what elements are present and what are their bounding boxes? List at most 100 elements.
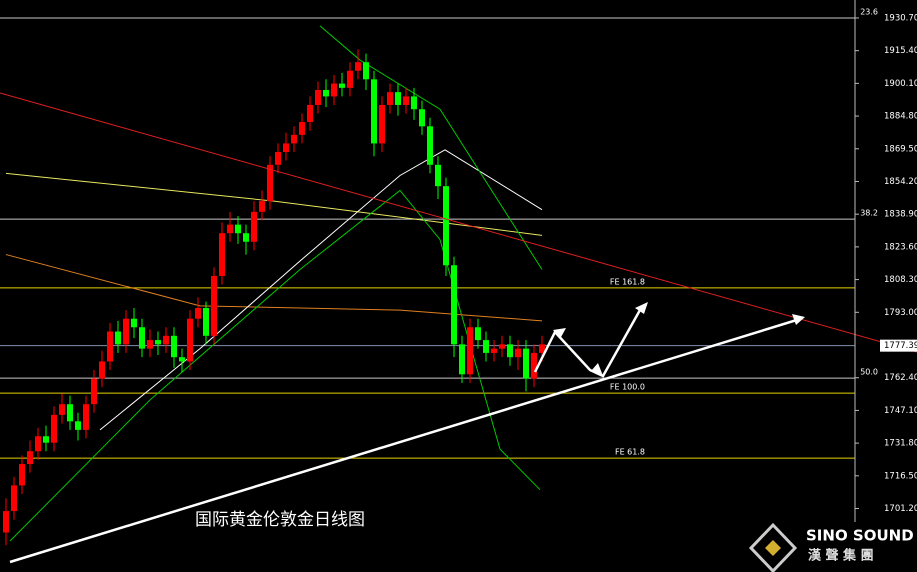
candle-body [51, 414, 57, 443]
y-tick-label: 1854.20 [884, 177, 917, 187]
candle-body [443, 186, 449, 266]
candle-body [451, 265, 457, 345]
y-tick-label: 1731.80 [884, 439, 917, 449]
level-label: FE 161.8 [610, 277, 645, 286]
candle-body [291, 134, 297, 144]
candle-body [99, 361, 105, 379]
arrow-head [635, 302, 648, 314]
level-label: 38.2 [860, 209, 878, 218]
indicator-line [9, 189, 541, 542]
support-trendline [9, 317, 801, 564]
candle-body [83, 404, 89, 430]
candle-body [459, 344, 465, 375]
y-tick-label: 1915.40 [884, 46, 917, 56]
candle-body [307, 104, 313, 123]
candle-body [139, 327, 145, 349]
candle-body [411, 96, 417, 110]
candle-body [387, 92, 393, 105]
candle-body [507, 344, 513, 358]
candle-body [299, 122, 305, 135]
candle-body [179, 357, 185, 362]
candle-body [267, 164, 273, 202]
chart-title: 国际黄金伦敦金日线图 [195, 510, 365, 530]
candle-body [19, 464, 25, 486]
level-label: 50.0 [860, 368, 878, 377]
y-tick-label: 1884.80 [884, 112, 917, 122]
candle-body [91, 378, 97, 405]
candle-body [195, 308, 201, 319]
brand: SINO SOUND [806, 527, 914, 545]
candle-body [323, 89, 329, 97]
y-tick-label: 1808.30 [884, 275, 917, 285]
candle-body [211, 275, 217, 336]
candle-body [363, 62, 369, 80]
candle-body [107, 331, 113, 362]
candle-body [131, 318, 137, 328]
candle-body [403, 96, 409, 105]
candle-body [395, 92, 401, 105]
candle-body [355, 62, 361, 71]
level-label: FE 61.8 [615, 448, 645, 457]
y-tick-label: 1762.40 [884, 373, 917, 383]
candle-body [27, 451, 33, 465]
y-tick-label: 1747.10 [884, 406, 917, 416]
candle-body [35, 436, 41, 452]
candle-body [283, 143, 289, 152]
candle-body [523, 348, 529, 379]
y-tick-label: 1900.10 [884, 79, 917, 89]
candle-body [115, 331, 121, 345]
y-tick-label: 1716.50 [884, 471, 917, 481]
candle-body [347, 70, 353, 88]
arrow-head [591, 363, 603, 376]
candle-body [11, 485, 17, 512]
candle-body [219, 233, 225, 276]
candle-body [331, 83, 337, 97]
candle-body [339, 83, 345, 88]
candle-body [467, 327, 473, 375]
candle-body [515, 348, 521, 358]
y-tick-label: 1930.70 [884, 13, 917, 23]
candle-body [371, 79, 377, 144]
candle-body [187, 318, 193, 362]
candle-body [155, 340, 161, 345]
candle-body [75, 421, 81, 430]
y-tick-label: 1793.00 [884, 308, 917, 318]
candle-body [315, 89, 321, 105]
candle-body [67, 404, 73, 422]
candle-body [275, 151, 281, 165]
candle-body [379, 104, 385, 144]
candle-body [123, 318, 129, 345]
y-tick-label: 1869.50 [884, 144, 917, 154]
candle-body [251, 211, 257, 242]
y-tick-label: 1701.20 [884, 504, 917, 514]
candle-body [59, 404, 65, 415]
candle-body [427, 126, 433, 165]
candle-body [3, 511, 9, 533]
candle-body [203, 308, 209, 336]
candle-body [499, 344, 505, 349]
resistance-trendline [0, 92, 917, 353]
candle-body [227, 224, 233, 234]
brand-sub: 漢 聲 集 團 [808, 548, 874, 564]
candle-body [531, 352, 537, 379]
candle-body [475, 327, 481, 341]
price-label: 1777.39 [884, 341, 917, 351]
arrow-head [792, 314, 805, 325]
candle-body [419, 109, 425, 127]
price-box [880, 339, 917, 352]
indicator-line [99, 149, 543, 431]
logo-mark [765, 540, 781, 556]
y-tick-label: 1823.60 [884, 242, 917, 252]
projection-path [533, 309, 642, 378]
indicator-line [319, 25, 543, 270]
level-label: 23.6 [860, 7, 878, 16]
logo-mark [748, 522, 798, 572]
candle-body [171, 335, 177, 358]
candle-body [491, 348, 497, 353]
candle-body [235, 224, 241, 234]
indicator-line [5, 172, 543, 236]
candle-body [43, 436, 49, 443]
plot-area: 23.6 38.2 50.0 FE 161.8 FE 100.0 FE 61.8 [0, 7, 878, 546]
candle-body [147, 340, 153, 349]
